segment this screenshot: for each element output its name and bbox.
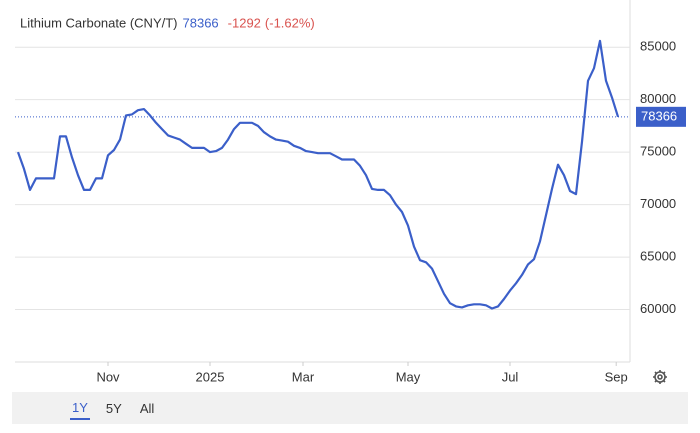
x-tick-label: Nov [96, 369, 120, 384]
y-tick-label: 65000 [640, 249, 676, 264]
change: -1292 [228, 15, 261, 30]
chart: Lithium Carbonate (CNY/T) 78366 -1292 (-… [15, 0, 686, 384]
range-bar: 1Y 5Y All [12, 392, 688, 424]
x-tick-label: Sep [605, 369, 628, 384]
x-tick-label: 2025 [196, 369, 225, 384]
x-tick-label: Jul [502, 369, 519, 384]
change-pct: (-1.62%) [265, 15, 315, 30]
y-tick-label: 60000 [640, 301, 676, 316]
y-tick-label: 70000 [640, 196, 676, 211]
x-tick-label: Mar [292, 369, 315, 384]
y-tick-label: 80000 [640, 91, 676, 106]
y-tick-label: 75000 [640, 144, 676, 159]
last-price-box [636, 106, 686, 127]
last-price-label: 78366 [641, 108, 677, 123]
last-value: 78366 [183, 15, 219, 30]
chart-title: Lithium Carbonate (CNY/T) [20, 15, 178, 30]
price-line [16, 39, 620, 310]
range-button[interactable]: All [139, 401, 155, 416]
range-button[interactable]: 1Y [70, 396, 90, 420]
x-tick-label: May [396, 369, 421, 384]
range-button[interactable]: 5Y [105, 401, 122, 416]
settings-icon[interactable] [653, 370, 667, 384]
y-tick-label: 85000 [640, 39, 676, 54]
